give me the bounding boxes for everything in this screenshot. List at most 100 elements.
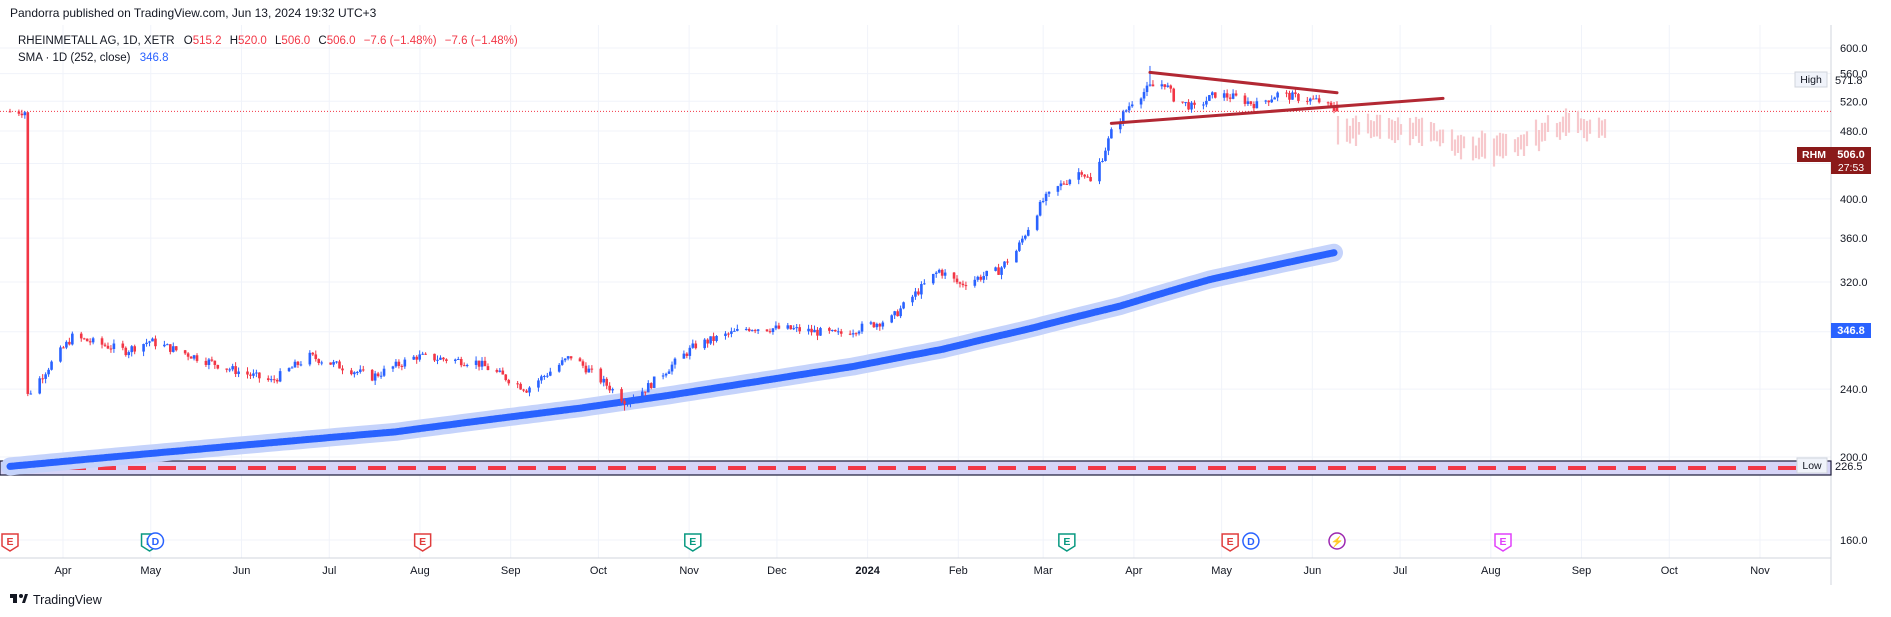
candle-body [1285,92,1288,94]
candle-body [82,338,86,340]
low-band-dash [1328,466,1346,470]
tradingview-brand: TradingView [33,593,103,607]
candle-body [486,366,490,371]
candle-body [810,328,813,333]
tradingview-logo[interactable]: TradingView [10,593,103,607]
candle-body [590,368,594,370]
candle-body [436,359,439,361]
candle-body [1202,104,1205,106]
legend-o-label: O [184,35,193,47]
low-band-dash [818,466,836,470]
candle-body [1326,102,1330,104]
candle-body [148,341,151,343]
candle-body [528,387,531,393]
low-band-dash [668,466,686,470]
candle-body [940,269,944,276]
low-band-dash [1568,466,1586,470]
candle-body [958,282,962,284]
candle-body [611,389,614,391]
earnings-marker: E [1494,533,1512,552]
candles [8,65,1339,411]
candle-body [664,373,668,376]
candle-body [1015,250,1018,263]
candle-body [943,272,947,276]
candle-body [774,325,778,329]
split-marker: ⚡ [1328,532,1346,550]
sma-legend: SMA · 1D (252, close) 346.8 [18,52,168,64]
candle-body [917,291,920,295]
trendline [1148,70,1339,95]
candle-body [1234,93,1238,96]
candle-body [50,361,53,370]
candle-body [813,329,816,333]
event-badge [1328,532,1346,550]
candle-body [47,369,50,375]
tradingview-logo-icon [10,594,28,603]
candle-body [454,359,457,361]
x-tick-label: Feb [949,565,968,577]
low-band-dash [1148,466,1166,470]
candle-body [1264,100,1268,102]
low-band-dash [1208,466,1226,470]
candle-body [17,111,21,114]
candle-body [477,360,481,367]
candle-body [747,328,751,331]
candle-body [29,393,33,395]
candle-body [1166,85,1170,87]
low-band-dash [1448,466,1466,470]
candle-body [213,360,217,365]
low-band-dash [1748,466,1766,470]
candle-body [1006,261,1009,263]
candle-body [1038,201,1042,216]
candle-body [964,285,968,287]
low-band-dash [428,466,446,470]
candle-body [557,364,561,372]
candle-body [994,267,997,271]
candle-body [332,361,335,365]
candle-body [189,356,193,359]
candle-body [154,338,157,347]
candle-body [507,380,511,384]
candle-body [911,296,914,303]
sma-path [6,249,1338,470]
candle-body [124,347,128,356]
candle-body [320,362,324,364]
candle-body [1163,84,1167,87]
candle-body [1023,235,1027,239]
trendlines [1109,70,1445,125]
low-band-dash [548,466,566,470]
y-tick-label: 560.0 [1840,69,1868,81]
high-badge-value: 571.8 [1835,75,1863,87]
candle-body [836,331,840,333]
candle-body [543,375,546,377]
low-band-dash [758,466,776,470]
candle-body [65,341,68,348]
low-band-dash [1298,466,1316,470]
symbol-tag: RHM [1802,149,1826,161]
candle-body [997,267,1000,275]
candle-body [629,399,632,403]
low-band-dash [1358,466,1376,470]
candle-body [329,362,332,365]
candle-body [667,371,671,374]
legend-h-label: H [230,35,238,47]
candle-body [186,353,190,357]
low-badge-value: 226.5 [1835,461,1863,473]
candle-body [706,339,709,344]
sma-legend-value: 346.8 [140,52,169,64]
candle-body [1314,98,1318,100]
candle-body [106,345,110,349]
candle-body [109,348,113,350]
x-tick-label: Aug [1481,565,1501,577]
candle-body [442,357,445,360]
candle-body [1044,193,1048,202]
candle-body [605,378,609,386]
low-band-dash [1718,466,1736,470]
candle-body [661,375,665,377]
y-tick-label: 480.0 [1840,126,1868,138]
y-tick-label: 320.0 [1840,277,1868,289]
candle-body [370,369,374,381]
candle-body [71,333,74,345]
candle-body [1018,242,1021,251]
